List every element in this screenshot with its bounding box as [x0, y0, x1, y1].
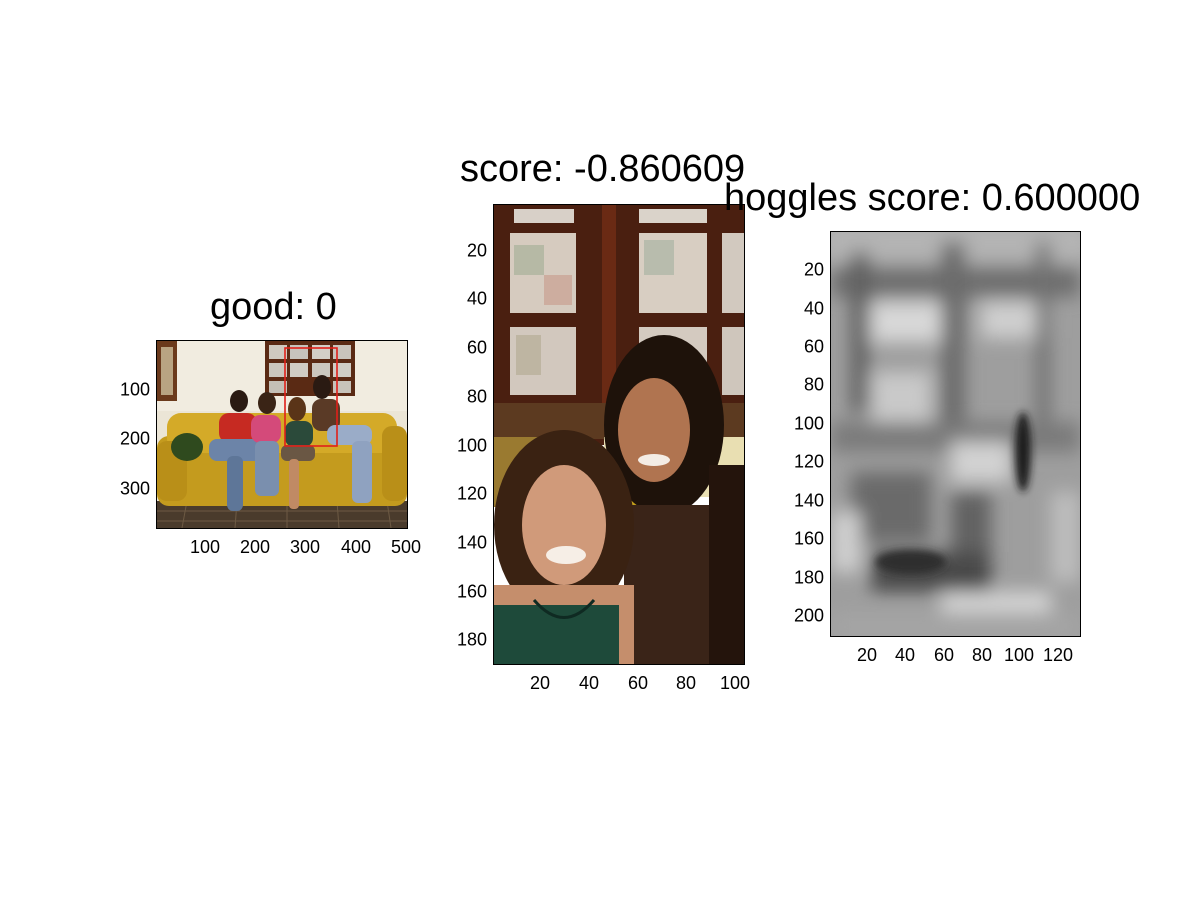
panel-3-ytick: 100 — [793, 413, 824, 434]
panel-2-title: score: -0.860609 — [460, 148, 746, 190]
cropped-photo — [494, 205, 744, 664]
panel-3-ytick: 200 — [793, 605, 824, 626]
panel-2-xtick: 80 — [675, 673, 697, 693]
panel-1-axes — [156, 340, 408, 529]
panel-3-xtick: 100 — [1003, 645, 1035, 665]
panel-3-axes — [830, 231, 1081, 637]
panel-2-ytick: 140 — [456, 532, 487, 553]
panel-2-ytick: 160 — [456, 581, 487, 602]
panel-3-xtick: 40 — [894, 645, 916, 665]
panel-2-ytick: 40 — [466, 288, 487, 309]
panel-1-xtick: 200 — [239, 537, 271, 557]
panel-3-xtick: 20 — [856, 645, 878, 665]
panel-2-axes — [493, 204, 745, 665]
panel-3-ytick: 180 — [793, 567, 824, 588]
panel-1-xtick: 400 — [340, 537, 372, 557]
panel-3-ytick: 80 — [803, 374, 824, 395]
panel-3-xtick: 120 — [1042, 645, 1074, 665]
panel-2-xtick: 40 — [578, 673, 600, 693]
hoggles-image — [831, 232, 1080, 636]
panel-3-ytick: 120 — [793, 451, 824, 472]
panel-2-ytick: 60 — [466, 337, 487, 358]
panel-1-xtick: 300 — [289, 537, 321, 557]
panel-1-ytick: 300 — [119, 478, 150, 499]
panel-2-ytick: 80 — [466, 386, 487, 407]
panel-3-xtick: 80 — [971, 645, 993, 665]
panel-1-xtick: 500 — [390, 537, 422, 557]
panel-3-ytick: 140 — [793, 490, 824, 511]
panel-3-ytick: 20 — [803, 259, 824, 280]
panel-3-title: hoggles score: 0.600000 — [724, 177, 1141, 219]
panel-1-title: good: 0 — [210, 286, 337, 328]
panel-3-ytick: 160 — [793, 528, 824, 549]
group-photo — [157, 341, 407, 528]
panel-2-ytick: 100 — [456, 435, 487, 456]
panel-2-ytick: 120 — [456, 483, 487, 504]
panel-1-xtick: 100 — [189, 537, 221, 557]
panel-2-xtick: 20 — [529, 673, 551, 693]
panel-1-ytick: 100 — [119, 379, 150, 400]
panel-2-ytick: 20 — [466, 240, 487, 261]
panel-3-xtick: 60 — [933, 645, 955, 665]
panel-2-ytick: 180 — [456, 629, 487, 650]
panel-1-ytick: 200 — [119, 428, 150, 449]
panel-2-xtick: 60 — [627, 673, 649, 693]
panel-3-ytick: 60 — [803, 336, 824, 357]
panel-2-xtick: 100 — [719, 673, 751, 693]
panel-3-ytick: 40 — [803, 298, 824, 319]
